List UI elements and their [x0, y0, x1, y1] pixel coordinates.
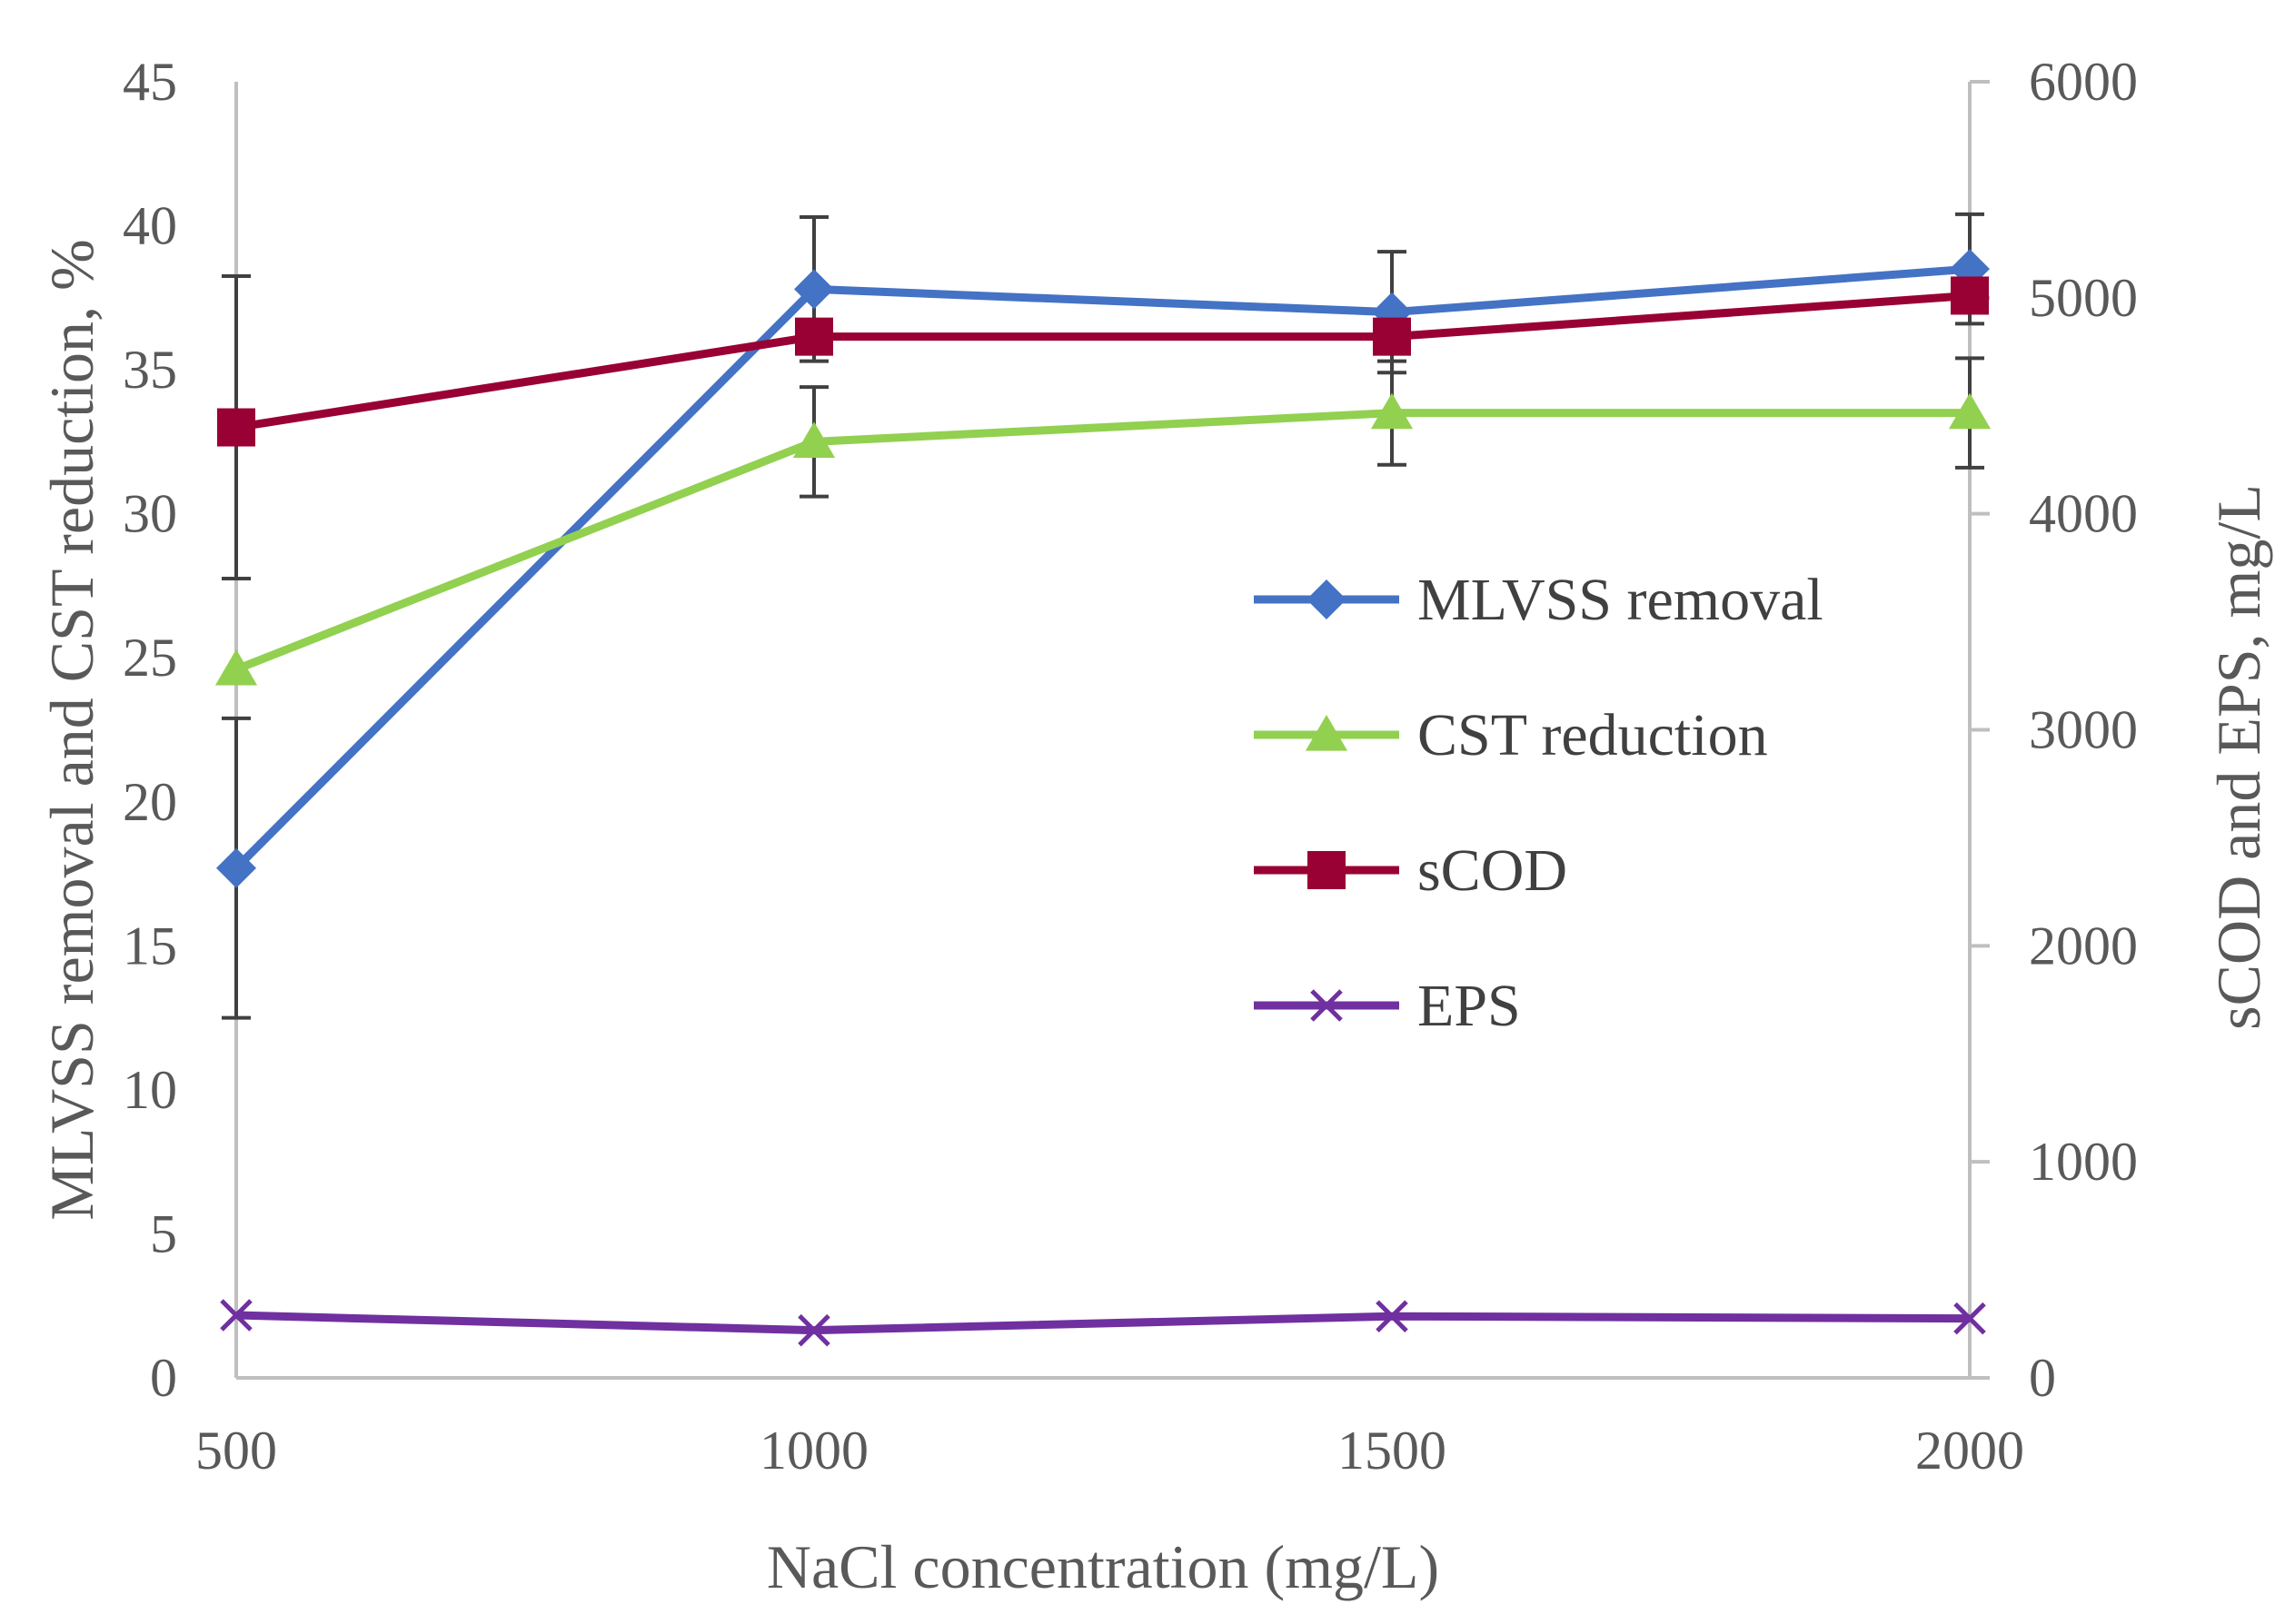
data-point-scod [1373, 317, 1411, 356]
legend-label: CST reduction [1417, 702, 1768, 768]
y-right-tick-label: 1000 [2029, 1132, 2138, 1192]
legend-item-scod: sCOD [1254, 837, 1567, 904]
data-point-mlvss-removal [794, 269, 834, 310]
marker-stroke [798, 1313, 830, 1347]
y-axis-right-title: sCOD and EPS, mg/L [2204, 484, 2273, 1030]
x-tick-label: 1000 [760, 1421, 869, 1480]
series-cst-reduction [214, 392, 1992, 686]
data-point-eps [220, 1299, 253, 1332]
y-right-tick-label: 2000 [2029, 916, 2138, 975]
y-right-tick-label: 6000 [2029, 52, 2138, 112]
marker-stroke [1376, 1300, 1408, 1332]
x-axis-title: NaCl concentration (mg/L) [767, 1532, 1439, 1601]
legend-marker [1306, 579, 1346, 619]
y-right-tick-label: 4000 [2029, 484, 2138, 544]
data-point-eps [1953, 1302, 1986, 1335]
y-right-tick-label: 3000 [2029, 700, 2138, 760]
series-line-scod [235, 291, 1971, 431]
y-left-tick-label: 15 [123, 916, 177, 975]
y-right-tick-label: 5000 [2029, 268, 2138, 328]
x-tick-label: 500 [195, 1421, 277, 1480]
marker-stroke [1310, 989, 1343, 1022]
data-point-scod [217, 408, 255, 447]
legend-marker [1310, 989, 1343, 1022]
legend: MLVSS removal CST reduction sCOD EPS [1254, 567, 1823, 1039]
series-line-mlvss-removal [233, 264, 1971, 871]
legend-label: MLVSS removal [1417, 567, 1823, 633]
data-point-cst-reduction [792, 421, 836, 458]
marker-stroke [1953, 1302, 1986, 1335]
y-left-tick-label: 35 [123, 340, 177, 400]
y-left-tick-label: 10 [123, 1060, 177, 1120]
y-left-tick-label: 45 [123, 52, 177, 112]
data-point-scod [795, 317, 833, 356]
series-line-eps [235, 1311, 1971, 1335]
legend-item-eps: EPS [1254, 973, 1521, 1039]
legend-marker [1307, 851, 1346, 889]
legend-label: EPS [1417, 973, 1521, 1039]
series [214, 249, 1992, 1347]
y-left-tick-label: 25 [123, 628, 177, 688]
legend-marker [1305, 715, 1348, 751]
series-eps [220, 1299, 1986, 1347]
y-axis-left-title: MLVSS removal and CST reduction, % [37, 239, 106, 1220]
x-tick-label: 1500 [1337, 1421, 1446, 1480]
data-point-scod [1951, 276, 1989, 315]
y-left-tick-label: 0 [150, 1348, 177, 1408]
data-point-eps [798, 1313, 830, 1347]
marker-stroke [220, 1299, 253, 1332]
data-point-eps [1376, 1300, 1408, 1332]
y-left-tick-label: 20 [123, 772, 177, 832]
x-tick-label: 2000 [1915, 1421, 2024, 1480]
series-line-cst-reduction [234, 409, 1970, 674]
axes: 0 5 10 15 20 25 30 35 40 45 0 1000 2000 3000 4000 5000 6… [123, 52, 2138, 1480]
legend-item-cst-reduction: CST reduction [1254, 702, 1768, 768]
data-point-cst-reduction [1370, 392, 1414, 430]
legend-label: sCOD [1417, 837, 1567, 904]
y-left-tick-label: 5 [150, 1203, 177, 1263]
y-right-tick-label: 0 [2029, 1348, 2056, 1408]
y-left-tick-label: 40 [123, 196, 177, 256]
data-point-cst-reduction [214, 649, 258, 686]
data-point-mlvss-removal [216, 847, 256, 888]
data-point-cst-reduction [1948, 392, 1992, 430]
series-scod [217, 276, 1989, 447]
y-left-tick-label: 30 [123, 484, 177, 544]
legend-item-mlvss-removal: MLVSS removal [1254, 567, 1823, 633]
